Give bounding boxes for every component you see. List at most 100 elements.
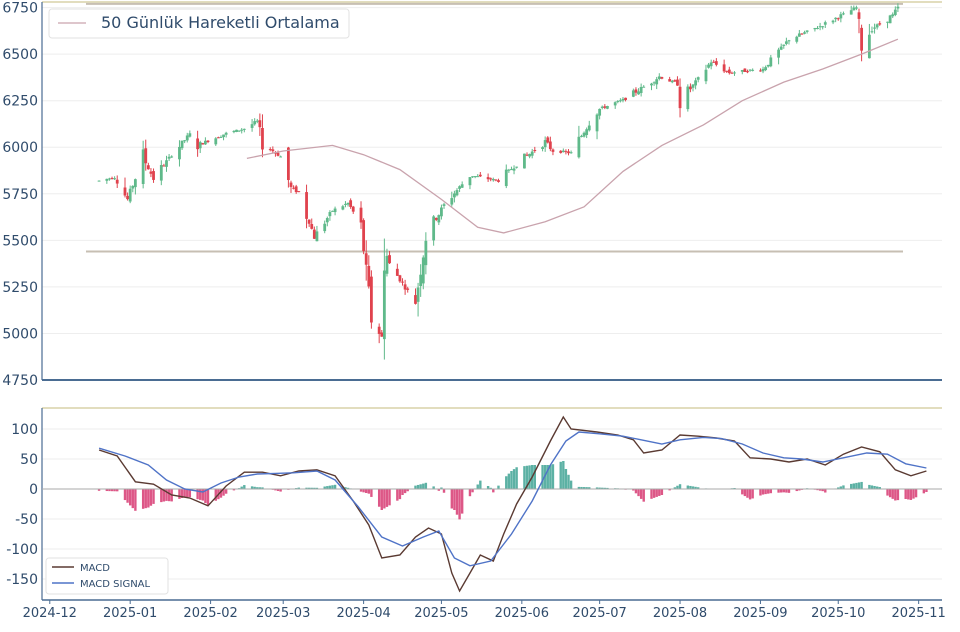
histogram-bar <box>818 489 822 491</box>
candle-body <box>616 100 620 102</box>
candle-body <box>170 156 174 158</box>
candle-body <box>279 156 283 158</box>
candle-body <box>224 132 228 135</box>
candle-body <box>297 191 301 193</box>
candle-body <box>704 69 708 82</box>
histogram-bar <box>256 487 259 489</box>
candle-body <box>618 100 622 102</box>
histogram-bar <box>206 489 210 506</box>
histogram-bar <box>224 489 228 494</box>
candle-body <box>286 147 290 181</box>
macd-legend: MACD MACD SIGNAL <box>45 557 169 595</box>
macd-signal-line <box>98 431 927 567</box>
candle-body <box>803 32 806 34</box>
histogram-bar <box>305 487 308 489</box>
candle-body <box>315 231 319 242</box>
histogram-bar <box>925 489 928 492</box>
histogram-bar <box>134 489 137 511</box>
histogram-bar <box>569 480 573 489</box>
histogram-bar <box>479 480 482 489</box>
histogram-bar <box>201 489 205 501</box>
histogram-bar <box>870 485 874 489</box>
candle-body <box>216 137 220 139</box>
price-y-tick-label: 6250 <box>2 94 38 110</box>
histogram-bar <box>546 465 549 489</box>
histogram-bar <box>110 489 114 492</box>
candle-body <box>816 27 819 29</box>
candle-body <box>471 176 474 178</box>
candle-body <box>842 13 845 15</box>
candle-body <box>401 281 404 283</box>
candle-body <box>434 217 438 220</box>
histogram-bar <box>422 483 425 489</box>
macd-y-tick-label: -150 <box>6 572 38 588</box>
candle-body <box>818 26 822 28</box>
candle-body <box>149 171 153 174</box>
histogram-bar <box>523 466 526 489</box>
histogram-bar <box>515 467 518 489</box>
candle-body <box>561 150 565 152</box>
histogram-bar <box>852 483 856 489</box>
candle-body <box>198 142 202 149</box>
candle-body <box>886 21 889 23</box>
candle-body <box>541 147 544 150</box>
candle-body <box>727 69 731 74</box>
histogram-bar <box>549 465 552 489</box>
candle-body <box>634 89 638 93</box>
histogram-bar <box>541 465 544 489</box>
histogram-bar <box>344 487 347 489</box>
histogram-bar <box>388 489 391 506</box>
histogram-bar <box>598 487 601 489</box>
candle-body <box>232 130 236 133</box>
histogram-bar <box>741 489 744 495</box>
candle-body <box>201 143 205 145</box>
candle-body <box>603 106 607 108</box>
candle-body <box>494 179 498 181</box>
candle-body <box>694 80 698 86</box>
histogram-bar <box>759 489 762 496</box>
histogram-bar <box>559 461 562 489</box>
candle-body <box>123 187 127 196</box>
histogram-bar <box>888 489 892 498</box>
macd-y-tick-label: 50 <box>20 452 38 468</box>
histogram-bar <box>147 489 150 508</box>
histogram-bar <box>204 489 207 503</box>
candle-body <box>214 138 218 145</box>
histogram-bar <box>199 489 202 500</box>
histogram-bar <box>785 489 788 493</box>
candle-body <box>349 200 353 207</box>
candle-body <box>110 178 114 180</box>
candle-body <box>600 106 604 108</box>
x-tick-label: 2025-04 <box>336 606 390 621</box>
histogram-bar <box>769 489 773 494</box>
histogram-bar <box>580 486 583 489</box>
histogram-bar <box>105 489 109 492</box>
candle-body <box>673 80 677 82</box>
histogram-bar <box>333 484 337 489</box>
candle-body <box>97 180 101 182</box>
candle-body <box>333 208 337 213</box>
price-y-tick-label: 4750 <box>2 373 38 389</box>
candle-body <box>857 12 861 19</box>
histogram-bar <box>279 489 282 492</box>
candle-body <box>515 166 519 168</box>
candle-body <box>523 153 526 169</box>
candle-body <box>328 212 332 217</box>
candle-body <box>551 149 555 152</box>
candle-body <box>585 129 589 135</box>
histogram-bar <box>668 489 671 491</box>
candle-body <box>797 33 801 37</box>
histogram-bar <box>673 487 677 489</box>
candle-body <box>237 130 241 132</box>
histogram-bar <box>761 489 765 495</box>
candle-body <box>255 120 259 122</box>
candle-body <box>805 30 809 32</box>
histogram-bar <box>868 484 871 489</box>
price-legend-box <box>48 8 350 39</box>
histogram-bar <box>886 489 889 496</box>
candle-body <box>159 164 163 181</box>
candle-body <box>504 169 508 187</box>
moving-average-line <box>246 38 899 234</box>
histogram-bar <box>787 489 791 493</box>
histogram-bar <box>922 489 926 494</box>
